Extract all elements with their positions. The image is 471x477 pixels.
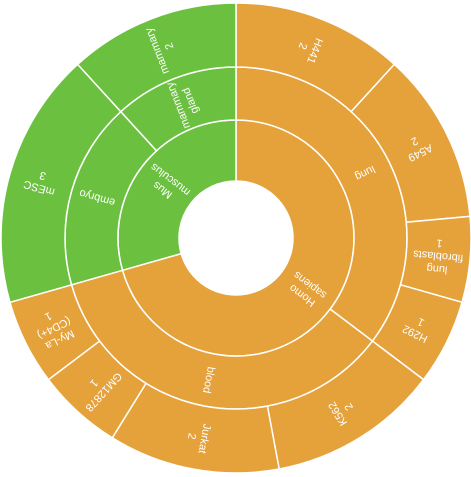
label-line: lung [426,262,448,276]
label-lung-fibroblasts: lungfibroblasts1 [411,234,465,277]
label-line: 2 [343,401,356,413]
label-line: 2 [409,134,420,147]
label-line: fibroblasts [412,247,464,264]
label-line: 1 [43,309,54,322]
label-line: blood [200,366,217,395]
label-line: 1 [416,315,427,328]
label-jurkat: Jurkat2 [183,420,213,454]
label-line: 2 [163,41,176,51]
label-blood: blood [200,366,217,395]
segment-mammary[interactable] [76,2,237,113]
label-line: Jurkat [195,423,212,455]
label-line: 2 [185,432,198,440]
label-line: 2 [296,41,309,51]
label-line: 1 [436,237,443,250]
label-line: 3 [38,169,47,182]
